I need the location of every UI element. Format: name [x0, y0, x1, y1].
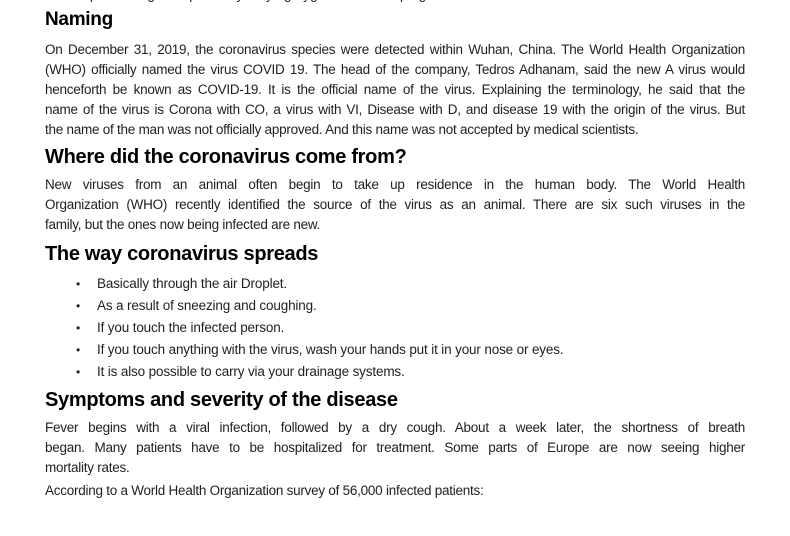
- bullet-icon: •: [76, 321, 81, 335]
- clipped-line-remnant: preventing the spread by staying hygieni…: [45, 0, 745, 5]
- bullet-icon: •: [76, 277, 81, 291]
- heading-origin: Where did the coronavirus come from?: [45, 146, 407, 168]
- paragraph-naming: On December 31, 2019, the coronavirus sp…: [45, 40, 745, 140]
- bullet-text: As a result of sneezing and coughing.: [97, 298, 317, 313]
- text-line: henceforth be known as COVID-19. It is t…: [45, 82, 745, 97]
- text-line: New viruses from an animal often begin t…: [45, 177, 745, 192]
- bullet-icon: •: [76, 343, 81, 357]
- bullet-item: • If you touch the infected person.: [45, 317, 745, 339]
- section-spread: The way coronavirus spreads • Basically …: [45, 241, 745, 383]
- bullet-icon: •: [76, 365, 81, 379]
- text-line: Organization (WHO) recently identified t…: [45, 197, 745, 212]
- paragraph-symptoms: Fever begins with a viral infection, fol…: [45, 418, 745, 478]
- text-line: (WHO) officially named the virus COVID 1…: [45, 62, 745, 77]
- heading-spread: The way coronavirus spreads: [45, 243, 319, 265]
- heading-symptoms: Symptoms and severity of the disease: [45, 389, 398, 411]
- document-page: preventing the spread by staying hygieni…: [45, 0, 745, 501]
- text-line: the name of the man was not officially a…: [45, 122, 639, 137]
- text-line: mortality rates.: [45, 460, 130, 475]
- bullet-text: Basically through the air Droplet.: [97, 276, 287, 291]
- section-naming: Naming On December 31, 2019, the coronav…: [45, 7, 745, 140]
- bullet-item: • As a result of sneezing and coughing.: [45, 295, 745, 317]
- bullet-item: • Basically through the air Droplet.: [45, 273, 745, 295]
- text-line: name of the virus is Corona with CO, a v…: [45, 102, 745, 117]
- section-symptoms: Symptoms and severity of the disease Fev…: [45, 387, 745, 501]
- text-line: According to a World Health Organization…: [45, 483, 484, 498]
- bullet-text: It is also possible to carry via your dr…: [97, 364, 405, 379]
- heading-naming: Naming: [45, 9, 113, 30]
- text-line: began. Many patients have to be hospital…: [45, 440, 745, 455]
- bullet-text: If you touch the infected person.: [97, 320, 285, 335]
- text-line: Fever begins with a viral infection, fol…: [45, 420, 745, 435]
- clipped-line-text: preventing the spread by staying hygieni…: [90, 0, 426, 5]
- bullet-icon: •: [76, 299, 81, 313]
- bullet-item: • If you touch anything with the virus, …: [45, 339, 745, 361]
- bullet-text: If you touch anything with the virus, wa…: [97, 342, 564, 357]
- bullet-item: • It is also possible to carry via your …: [45, 361, 745, 383]
- bullet-list: • Basically through the air Droplet. • A…: [45, 273, 745, 383]
- paragraph-survey: According to a World Health Organization…: [45, 481, 745, 501]
- text-line: family, but the ones now being infected …: [45, 217, 321, 232]
- paragraph-origin: New viruses from an animal often begin t…: [45, 175, 745, 235]
- text-line: On December 31, 2019, the coronavirus sp…: [45, 42, 745, 57]
- section-origin: Where did the coronavirus come from? New…: [45, 144, 745, 235]
